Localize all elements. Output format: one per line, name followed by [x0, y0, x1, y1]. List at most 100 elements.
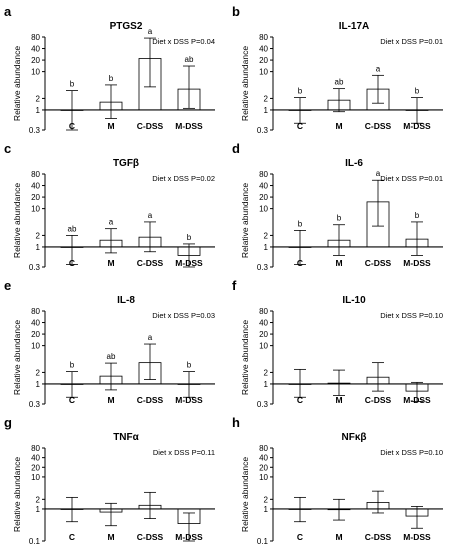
y-tick-label: 20	[259, 330, 268, 339]
y-tick-label: 20	[259, 193, 268, 202]
y-tick-label: 40	[31, 182, 40, 191]
y-tick-label: 40	[259, 182, 268, 191]
annotation-text: Diet x DSS P=0.10	[380, 311, 443, 320]
significance-letter: b	[187, 233, 192, 242]
y-tick-label: 1	[36, 505, 41, 514]
category-label: C-DSS	[365, 258, 392, 268]
annotation-text: Diet x DSS P=0.01	[380, 174, 443, 183]
category-label: M-DSS	[403, 258, 431, 268]
y-axis-label: Relative abundance	[12, 457, 22, 532]
category-label: C	[297, 121, 303, 131]
panel-e: e IL-8 Diet x DSS P=0.03 Relative abundance…	[4, 278, 215, 409]
y-axis-label: Relative abundance	[240, 46, 250, 121]
y-tick-label: 2	[264, 231, 269, 240]
y-tick-label: 20	[259, 56, 268, 65]
annotation-text: Diet x DSS P=0.04	[152, 37, 215, 46]
category-label: M-DSS	[175, 258, 203, 268]
category-label: M-DSS	[175, 395, 203, 405]
annotation-text: Diet x DSS P=0.10	[380, 448, 443, 457]
y-axis-label: Relative abundance	[12, 320, 22, 395]
y-tick-label: 80	[259, 307, 268, 316]
category-label: C	[297, 532, 303, 542]
category-label: C-DSS	[365, 121, 392, 131]
category-label: C	[297, 258, 303, 268]
y-tick-label: 2	[36, 368, 41, 377]
category-label: C-DSS	[137, 258, 164, 268]
panel-c: c TGFβ Diet x DSS P=0.02 Relative abundance…	[4, 141, 215, 272]
significance-letter: b	[337, 214, 342, 223]
y-tick-label: 1	[264, 243, 269, 252]
panel-d: d IL-6 Diet x DSS P=0.01 Relative abundance…	[232, 141, 443, 272]
panel-letter: d	[232, 141, 240, 156]
significance-letter: b	[415, 211, 420, 220]
panel-h: h NFκβ Diet x DSS P=0.10 Relative abundance…	[232, 415, 443, 546]
category-label: M-DSS	[175, 121, 203, 131]
significance-letter: b	[70, 361, 75, 370]
y-tick-label: 0.3	[257, 400, 269, 409]
category-label: M	[107, 532, 114, 542]
panel-letter: h	[232, 415, 240, 430]
significance-letter: b	[298, 87, 303, 96]
category-label: M	[335, 258, 342, 268]
significance-letter: a	[376, 64, 381, 73]
y-tick-label: 2	[264, 368, 269, 377]
category-label: C-DSS	[137, 121, 164, 131]
y-tick-label: 10	[31, 342, 40, 351]
panel-a: a PTGS2 Diet x DSS P=0.04 Relative abundanc…	[4, 4, 215, 135]
y-tick-label: 0.3	[257, 263, 269, 272]
category-label: C	[69, 395, 75, 405]
panel-letter: c	[4, 141, 11, 156]
significance-letter: a	[148, 333, 153, 342]
chart-title: IL-8	[117, 295, 135, 306]
significance-letter: a	[109, 218, 114, 227]
y-tick-label: 10	[31, 205, 40, 214]
y-tick-label: 1	[264, 106, 269, 115]
significance-letter: b	[298, 219, 303, 228]
y-tick-label: 0.3	[29, 126, 41, 135]
y-tick-label: 10	[259, 205, 268, 214]
y-axis-label: Relative abundance	[240, 457, 250, 532]
annotation-text: Diet x DSS P=0.01	[380, 37, 443, 46]
y-tick-label: 20	[31, 56, 40, 65]
significance-letter: b	[70, 80, 75, 89]
category-label: C-DSS	[137, 395, 164, 405]
significance-letter: ab	[185, 55, 194, 64]
y-tick-label: 80	[31, 33, 40, 42]
y-tick-label: 20	[259, 463, 268, 472]
category-label: C	[297, 395, 303, 405]
chart-title: NFκβ	[341, 432, 366, 443]
category-label: C-DSS	[365, 532, 392, 542]
category-label: M	[335, 395, 342, 405]
chart-title: TNFα	[113, 432, 139, 443]
chart-title: IL-17A	[339, 21, 370, 32]
significance-letter: b	[109, 74, 114, 83]
category-label: C-DSS	[365, 395, 392, 405]
y-axis-label: Relative abundance	[240, 320, 250, 395]
panel-letter: f	[232, 278, 237, 293]
y-tick-label: 10	[259, 68, 268, 77]
y-tick-label: 1	[264, 505, 269, 514]
y-tick-label: 2	[36, 495, 41, 504]
y-tick-label: 80	[31, 307, 40, 316]
y-tick-label: 10	[259, 473, 268, 482]
significance-letter: a	[376, 169, 381, 178]
y-tick-label: 80	[259, 170, 268, 179]
annotation-text: Diet x DSS P=0.11	[153, 448, 215, 457]
category-label: M	[107, 121, 114, 131]
y-tick-label: 0.3	[257, 126, 269, 135]
panel-f: f IL-10 Diet x DSS P=0.10 Relative abundanc…	[232, 278, 443, 409]
y-tick-label: 2	[36, 94, 41, 103]
panel-g: g TNFα Diet x DSS P=0.11 Relative abundance…	[4, 415, 215, 546]
y-tick-label: 1	[36, 243, 41, 252]
category-label: M	[107, 258, 114, 268]
chart-title: PTGS2	[110, 21, 143, 32]
significance-letter: ab	[68, 224, 77, 233]
category-label: M	[335, 121, 342, 131]
category-label: M	[335, 532, 342, 542]
chart-title: IL-10	[342, 295, 366, 306]
y-tick-label: 10	[31, 473, 40, 482]
y-tick-label: 1	[36, 380, 41, 389]
panel-letter: b	[232, 4, 240, 19]
category-label: M-DSS	[403, 532, 431, 542]
